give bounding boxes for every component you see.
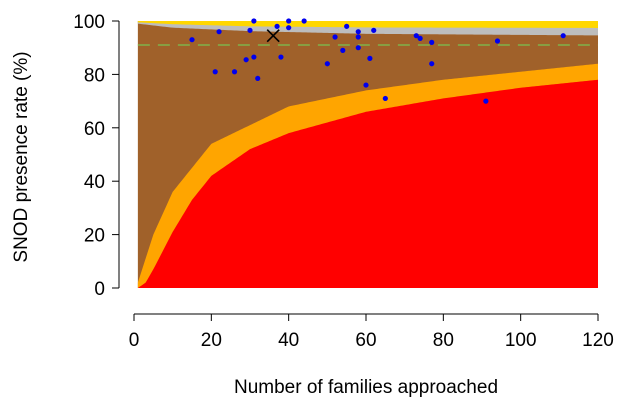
y-tick-label: 20 [84,226,105,247]
data-point [324,61,330,67]
data-point [251,54,257,60]
y-tick-label: 60 [84,119,105,140]
data-point [189,37,195,43]
x-tick-label: 0 [129,330,140,351]
x-tick-label: 60 [355,330,376,351]
x-tick-label: 80 [433,330,454,351]
highlight-x-stroke [266,29,280,43]
data-point [332,34,338,40]
x-tick-label: 20 [201,330,222,351]
data-point [301,18,307,24]
data-point [413,33,419,39]
chart-regions [137,21,598,289]
axes: 0 20 40 60 80 100 120 0 20 40 60 80 100 [73,12,614,351]
data-point [367,55,373,61]
data-point [286,25,292,31]
data-point [355,29,361,35]
data-point [247,27,253,33]
data-points [189,18,566,104]
highlight-marker [266,29,280,43]
data-point [344,23,350,29]
data-point [483,98,489,104]
y-tick-label: 100 [73,12,105,33]
data-point [494,38,501,44]
data-point [560,33,566,39]
data-point [274,23,280,29]
y-tick-label: 0 [94,279,105,300]
y-tick-label: 80 [84,65,105,86]
data-point [212,69,218,75]
data-point [355,34,361,40]
data-point [382,95,388,102]
x-axis-title: Number of families approached [234,377,498,398]
data-point [340,47,346,53]
x-tick-label: 120 [582,330,614,351]
data-point [286,18,292,24]
data-point [216,29,222,35]
data-point [429,61,435,67]
data-point [251,18,257,24]
data-point [371,27,377,33]
x-tick-label: 40 [278,330,299,351]
data-point [417,35,423,41]
data-point [231,69,238,75]
data-point [278,54,284,60]
data-point [355,45,361,51]
y-tick-label: 40 [84,172,105,193]
region-red [137,79,598,289]
data-point [429,39,435,45]
data-point [363,82,369,88]
y-axis-title: SNOD presence rate (%) [11,51,32,262]
x-tick-label: 100 [505,330,537,351]
data-point [255,75,261,82]
data-point [243,57,249,63]
